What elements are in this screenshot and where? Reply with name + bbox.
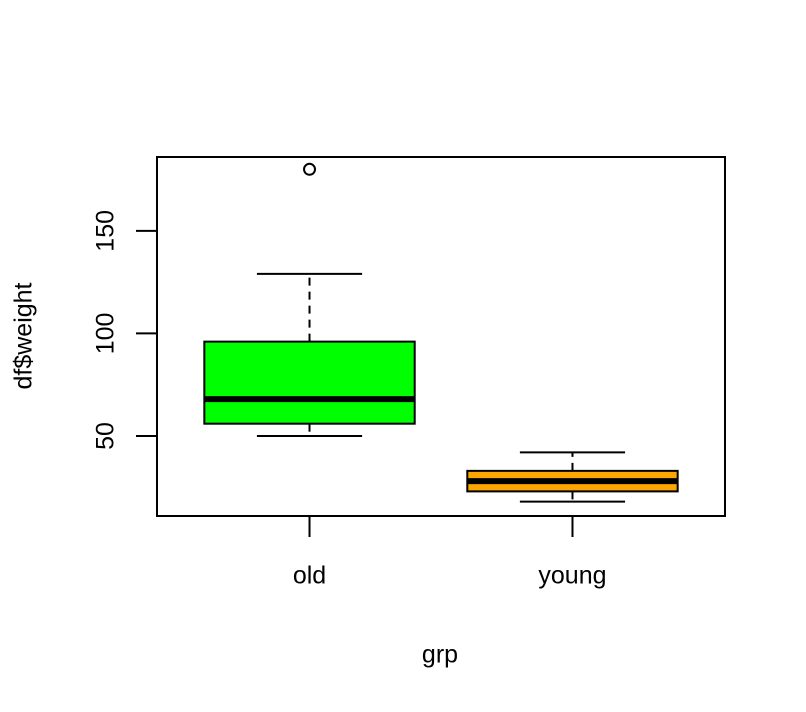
box [203,340,416,425]
x-tick-label: young [538,562,606,590]
y-tick-label: 100 [92,313,120,355]
y-tick-label: 150 [92,210,120,252]
y-tick-label: 50 [92,422,120,450]
outlier [303,162,317,176]
y-axis-label: df$weight [10,282,38,389]
plot-frame [156,156,726,517]
x-tick-label: old [293,562,326,590]
x-axis-label: grp [422,641,458,669]
